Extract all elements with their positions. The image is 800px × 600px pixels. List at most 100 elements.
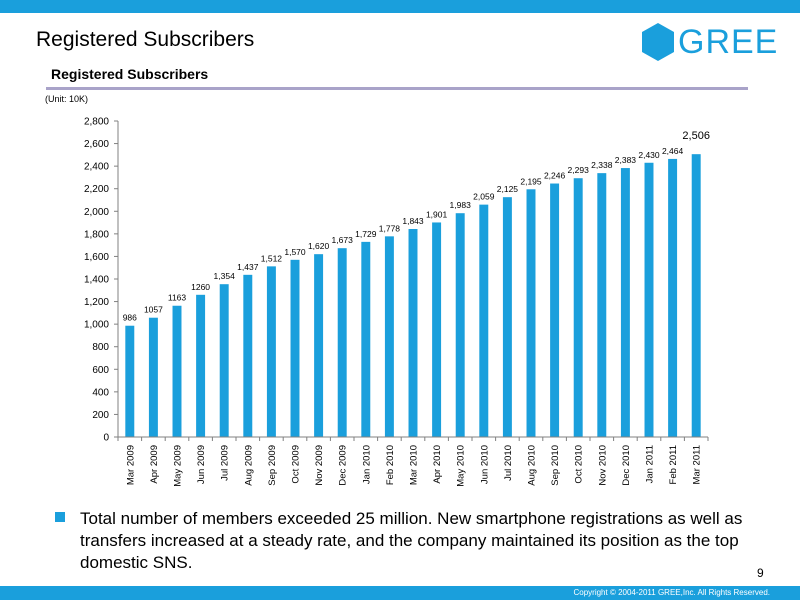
bar xyxy=(243,274,253,437)
x-tick-label: Jun 2009 xyxy=(196,445,207,484)
x-tick-label: Jul 2009 xyxy=(220,445,231,481)
data-label: 1,512 xyxy=(261,253,283,263)
data-label: 1,843 xyxy=(402,216,424,226)
data-label: 2,383 xyxy=(615,155,637,165)
data-label: 2,246 xyxy=(544,171,566,181)
x-tick-label: Dec 2010 xyxy=(621,445,632,486)
bar xyxy=(290,259,300,437)
bar xyxy=(502,197,512,437)
data-label: 2,195 xyxy=(520,176,542,186)
hexagon-logo-icon xyxy=(642,23,674,61)
bottom-accent-bar: Copyright © 2004-2011 GREE,Inc. All Righ… xyxy=(0,586,800,600)
y-tick-label: 2,600 xyxy=(84,139,109,150)
title-rule xyxy=(46,87,748,90)
bars xyxy=(125,154,701,438)
bar xyxy=(479,204,489,437)
page-number: 9 xyxy=(757,566,764,580)
x-tick-label: Apr 2010 xyxy=(432,445,443,484)
bar xyxy=(620,168,630,437)
y-tick-label: 2,000 xyxy=(84,207,109,218)
y-tick-label: 2,800 xyxy=(84,117,109,128)
y-tick-label: 2,400 xyxy=(84,162,109,173)
bar xyxy=(384,236,394,437)
x-tick-label: Aug 2010 xyxy=(527,445,538,486)
bar-chart: 0 200 400 600 800 1,000 1,200 1,400 1,600 1,800 2,… xyxy=(84,117,710,487)
x-tick-label: Sep 2009 xyxy=(267,445,278,486)
bar xyxy=(455,213,465,437)
data-label: 1,983 xyxy=(450,200,472,210)
data-labels: 986 1057 1163 1260 1,3541,4371,5121,5701,620… xyxy=(123,130,710,323)
data-label: 2,430 xyxy=(638,150,660,160)
x-tick-label: Mar 2010 xyxy=(409,445,420,485)
bar xyxy=(408,229,418,437)
bar xyxy=(337,248,347,437)
y-tick-label: 1,400 xyxy=(84,275,109,286)
y-tick-label: 800 xyxy=(92,342,109,353)
x-tick-label: Jan 2010 xyxy=(361,445,372,484)
x-tick-label: Oct 2010 xyxy=(574,445,585,484)
y-tick-label: 200 xyxy=(92,410,109,421)
data-label: 1,673 xyxy=(332,235,354,245)
bar xyxy=(550,183,560,437)
y-tick-label: 1,000 xyxy=(84,320,109,331)
logo-text: GREE xyxy=(678,23,779,61)
x-tick-label: Jun 2010 xyxy=(479,445,490,484)
data-label: 2,338 xyxy=(591,160,613,170)
data-label: 986 xyxy=(123,313,137,323)
bar xyxy=(125,325,135,437)
bar xyxy=(573,178,583,437)
x-tick-label: Nov 2009 xyxy=(314,445,325,486)
y-tick-label: 1,200 xyxy=(84,297,109,308)
gree-logo: GREE xyxy=(640,22,779,62)
bar xyxy=(644,162,654,437)
x-tick-label: Mar 2009 xyxy=(125,445,136,485)
bar xyxy=(361,241,371,437)
data-label: 2,506 xyxy=(682,130,710,142)
top-accent-bar xyxy=(0,0,800,13)
bar xyxy=(219,284,229,437)
data-label: 1,620 xyxy=(308,241,330,251)
y-tick-label: 400 xyxy=(92,387,109,398)
data-label: 1163 xyxy=(168,293,187,303)
bar xyxy=(172,305,182,437)
x-tick-label: Sep 2010 xyxy=(550,445,561,486)
data-label: 1,354 xyxy=(214,271,236,281)
data-label: 1,778 xyxy=(379,223,401,233)
x-tick-label: Jan 2011 xyxy=(645,445,656,483)
data-label: 2,125 xyxy=(497,184,519,194)
x-tick-label: Feb 2011 xyxy=(668,445,679,484)
data-label: 1260 xyxy=(191,282,210,292)
x-axis: Mar 2009 Apr 2009 May 2009 Jun 2009 Jul 2009… xyxy=(117,436,709,487)
x-tick-label: Aug 2009 xyxy=(243,445,254,486)
bar xyxy=(597,173,607,437)
data-label: 1,729 xyxy=(355,229,377,239)
copyright-text: Copyright © 2004-2011 GREE,Inc. All Righ… xyxy=(573,588,770,597)
x-tick-label: May 2010 xyxy=(456,445,467,487)
unit-note: (Unit: 10K) xyxy=(45,94,89,104)
x-tick-label: Nov 2010 xyxy=(597,445,608,486)
bullet-square-icon xyxy=(55,512,65,522)
bar xyxy=(691,154,701,437)
bar xyxy=(314,254,324,437)
data-label: 1,570 xyxy=(284,247,306,257)
bar xyxy=(526,189,536,437)
x-tick-label: Dec 2009 xyxy=(338,445,349,486)
data-label: 1,437 xyxy=(237,262,259,272)
bar xyxy=(668,158,678,438)
x-tick-label: Mar 2011 xyxy=(692,445,703,484)
data-label: 1,901 xyxy=(426,209,448,219)
slide-title: Registered Subscribers xyxy=(36,28,255,51)
data-label: 2,464 xyxy=(662,146,684,156)
y-tick-label: 1,800 xyxy=(84,229,109,240)
x-tick-label: Oct 2009 xyxy=(291,445,302,484)
bar xyxy=(266,266,276,437)
data-label: 2,059 xyxy=(473,192,495,202)
y-tick-label: 1,600 xyxy=(84,252,109,263)
data-label: 2,293 xyxy=(568,165,590,175)
summary-bullet: Total number of members exceeded 25 mill… xyxy=(80,509,743,572)
y-tick-label: 600 xyxy=(92,365,109,376)
y-tick-label: 2,200 xyxy=(84,184,109,195)
x-tick-label: May 2009 xyxy=(173,445,184,487)
x-tick-label: Jul 2010 xyxy=(503,445,514,481)
bar xyxy=(196,294,206,437)
